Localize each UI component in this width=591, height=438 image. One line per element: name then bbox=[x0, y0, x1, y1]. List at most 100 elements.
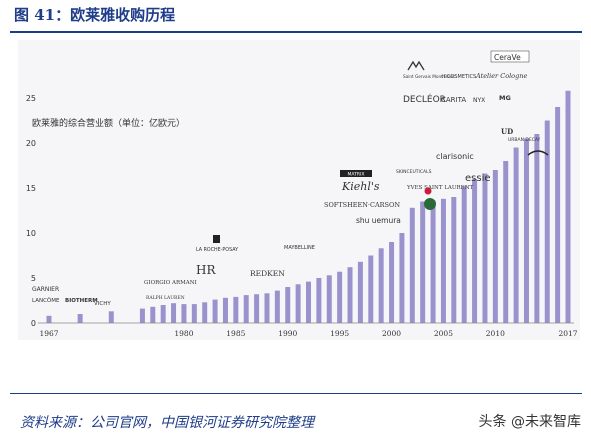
matrix-mark bbox=[340, 170, 372, 177]
bar-2005 bbox=[440, 198, 446, 323]
y-tick-label: 20 bbox=[26, 139, 36, 148]
bar-1981 bbox=[191, 304, 197, 323]
brand-nyx: NYX bbox=[473, 97, 485, 104]
source-note: 资料来源：公司官网，中国银河证券研究院整理 bbox=[20, 415, 314, 431]
figure-title: 图 41：欧莱雅收购历程 bbox=[14, 6, 176, 24]
bar-2017 bbox=[565, 90, 571, 323]
brand-decleor: DECLÉOR bbox=[403, 93, 446, 105]
bar-2004 bbox=[430, 200, 436, 323]
brand-lancome: LANCÔME bbox=[32, 297, 60, 304]
brand-armani: GIORGIO ARMANI bbox=[144, 280, 197, 286]
y-tick-label: 5 bbox=[31, 274, 36, 283]
brand-ysl: YVES SAINT LAURENT bbox=[406, 185, 474, 191]
brand-ralph: RALPH LAUREN bbox=[146, 295, 185, 301]
y-tick-label: 10 bbox=[26, 229, 36, 238]
laroche-mark bbox=[213, 235, 220, 243]
bar-1999 bbox=[378, 248, 384, 323]
x-tick-label: 1980 bbox=[174, 329, 193, 338]
brand-biotherm: BIOTHERM bbox=[65, 298, 98, 304]
brand-matrix: MATRIX bbox=[348, 172, 365, 178]
bar-2001 bbox=[399, 233, 405, 323]
bar-2010 bbox=[492, 170, 498, 323]
bar-1986 bbox=[243, 295, 249, 323]
bar-1984 bbox=[222, 297, 228, 323]
brand-garnier: GARNIER bbox=[32, 286, 59, 293]
bar-1998 bbox=[368, 255, 374, 323]
bar-2006 bbox=[451, 197, 457, 323]
bar-2015 bbox=[544, 120, 550, 323]
y-tick-label: 0 bbox=[31, 319, 36, 328]
x-tick-label: 2017 bbox=[558, 329, 577, 338]
body-shop-mark bbox=[424, 187, 432, 195]
bar-2000 bbox=[389, 242, 395, 323]
bar-1970 bbox=[77, 314, 83, 323]
brand-urban-decay: URBAN DECAY bbox=[508, 137, 541, 143]
bar-2011 bbox=[503, 161, 509, 323]
x-tick-label: 2010 bbox=[486, 329, 505, 338]
bar-1973 bbox=[108, 311, 114, 323]
bar-1995 bbox=[337, 271, 343, 323]
y-ticks: 0 5 10 15 20 25 bbox=[26, 94, 36, 328]
brand-cerave: CeraVe bbox=[494, 53, 521, 62]
brand-shu: shu uemura bbox=[356, 216, 401, 225]
x-tick-label: 1967 bbox=[39, 329, 58, 338]
bar-1997 bbox=[357, 261, 363, 323]
y-tick-label: 25 bbox=[26, 94, 36, 103]
brand-kiehls: Kiehl's bbox=[341, 180, 380, 193]
brand-carita: CARITA bbox=[441, 96, 466, 104]
bar-1987 bbox=[254, 294, 260, 323]
bar-chart: 0 5 10 15 20 25 1967 1980 1985 1990 1995 2000 2005 2… bbox=[26, 50, 578, 338]
brand-redken: REDKEN bbox=[250, 269, 285, 278]
bar-1985 bbox=[233, 296, 239, 323]
bar-2012 bbox=[513, 147, 519, 323]
brand-maybelline: MAYBELLINE bbox=[284, 245, 315, 251]
bar-1982 bbox=[202, 302, 208, 323]
brand-softsheen: SOFTSHEEN·CARSON bbox=[324, 201, 400, 209]
bar-1994 bbox=[326, 275, 332, 323]
bar-1980 bbox=[181, 304, 187, 323]
brand-vichy: VICHY bbox=[94, 301, 111, 307]
bar-1976 bbox=[139, 308, 145, 323]
bar-1983 bbox=[212, 299, 218, 323]
bar-1990 bbox=[285, 287, 291, 323]
cerave-box bbox=[490, 50, 530, 63]
bar-1989 bbox=[274, 290, 280, 323]
bar-2008 bbox=[472, 179, 478, 323]
bar-1996 bbox=[347, 267, 353, 323]
bar-2002 bbox=[409, 207, 415, 323]
x-ticks: 1967 1980 1985 1990 1995 2000 2005 2010 2017 bbox=[39, 329, 577, 338]
saint-gervais-mountain-icon bbox=[407, 60, 425, 71]
bar-2013 bbox=[523, 138, 529, 323]
brand-skinceuticals: SKINCEUTICALS bbox=[396, 169, 432, 175]
bar-1978 bbox=[160, 305, 166, 323]
bar-1977 bbox=[150, 306, 156, 323]
body-shop-logo bbox=[424, 198, 436, 210]
brand-saint-gervais: Saint Gervais Mont Blanc bbox=[403, 74, 456, 79]
x-tick-label: 2005 bbox=[434, 329, 453, 338]
bar-1992 bbox=[306, 281, 311, 323]
bar-1988 bbox=[264, 293, 270, 323]
y-tick-label: 15 bbox=[26, 184, 36, 193]
brand-hr: HR bbox=[196, 263, 216, 277]
x-tick-label: 1990 bbox=[278, 329, 297, 338]
x-tick-label: 1985 bbox=[226, 329, 245, 338]
bar-2014 bbox=[534, 134, 540, 323]
watermark: 头条 @未来智库 bbox=[478, 414, 581, 430]
bar-2003 bbox=[420, 201, 426, 323]
brand-essie: essie bbox=[465, 173, 491, 184]
decorative-brand-mark bbox=[527, 150, 549, 156]
brand-it-cosmetics: it COSMETICS bbox=[442, 74, 476, 80]
brand-clarisonic: clarisonic bbox=[436, 152, 474, 161]
title-divider bbox=[10, 31, 582, 33]
brand-mg: MG bbox=[499, 94, 511, 102]
bar-2009 bbox=[482, 173, 488, 323]
chart-area: 0 5 10 15 20 25 1967 1980 1985 1990 1995 2000 2005 2… bbox=[18, 40, 580, 340]
bar-1991 bbox=[295, 284, 301, 323]
ud-mark: UD bbox=[501, 127, 513, 136]
bar-1993 bbox=[316, 278, 322, 323]
brand-laroche: LA ROCHE-POSAY bbox=[196, 247, 238, 253]
brand-atelier: Atelier Cologne bbox=[475, 72, 527, 80]
bar-1979 bbox=[171, 303, 177, 323]
bars-layer bbox=[46, 90, 571, 323]
y-axis-label: 欧莱雅的综合营业额（单位：亿欧元） bbox=[32, 117, 185, 129]
